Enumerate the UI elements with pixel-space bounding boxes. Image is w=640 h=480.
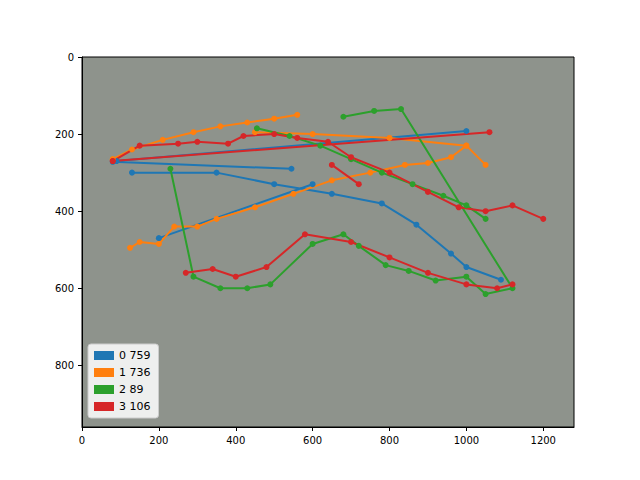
svg-text:1000: 1000 <box>454 435 479 446</box>
svg-text:1 736: 1 736 <box>119 366 151 379</box>
svg-text:400: 400 <box>55 206 74 217</box>
svg-text:800: 800 <box>380 435 399 446</box>
svg-text:3 106: 3 106 <box>119 400 151 413</box>
svg-text:0: 0 <box>68 52 74 63</box>
svg-text:1200: 1200 <box>531 435 556 446</box>
svg-text:0 759: 0 759 <box>119 349 151 362</box>
svg-text:600: 600 <box>55 283 74 294</box>
svg-text:200: 200 <box>149 435 168 446</box>
svg-text:400: 400 <box>226 435 245 446</box>
svg-text:2 89: 2 89 <box>119 383 144 396</box>
svg-text:600: 600 <box>303 435 322 446</box>
svg-text:200: 200 <box>55 129 74 140</box>
svg-text:0: 0 <box>79 435 85 446</box>
svg-text:800: 800 <box>55 360 74 371</box>
